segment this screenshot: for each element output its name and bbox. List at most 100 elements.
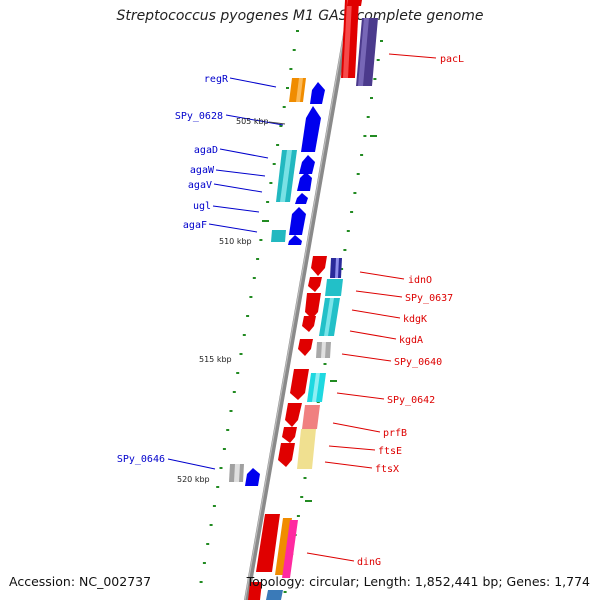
gene-top-edge [347, 0, 362, 6]
coordinate-dot [346, 230, 350, 232]
coordinate-dot [366, 116, 370, 118]
coordinate-dot [356, 173, 360, 175]
coordinate-dot [380, 40, 383, 42]
coordinate-dot [300, 496, 304, 498]
gene-SPy_0646-feature[interactable] [229, 464, 260, 486]
gene-agaV-feature[interactable] [295, 193, 308, 204]
gene-label-SPy_0637[interactable]: SPy_0637 [405, 293, 453, 304]
coordinate-dot [199, 581, 203, 583]
gene-label-kdgK[interactable]: kdgK [403, 314, 427, 325]
gene-kdgK-feature[interactable] [305, 293, 340, 336]
gene-label-ugl[interactable]: ugl [193, 201, 211, 212]
coordinate-dot [249, 296, 253, 298]
gene-label-dinG[interactable]: dinG [357, 557, 381, 568]
gene-label-SPy_0628[interactable]: SPy_0628 [175, 111, 223, 122]
gene-dinG-feature[interactable] [256, 514, 298, 578]
gene-ugl-feature[interactable] [289, 207, 306, 235]
gene-agaW-feature[interactable] [297, 172, 312, 191]
gene-pacL-feature[interactable] [341, 0, 359, 78]
gene-pacL-orthologue[interactable] [356, 18, 378, 86]
coordinate-dot [246, 315, 250, 317]
coordinate-dot [286, 87, 289, 89]
coordinate-dot [202, 562, 206, 564]
coordinate-dot [219, 467, 223, 469]
accession-text: Accession: NC_002737 [9, 574, 152, 589]
gene-SPy_0637-feature[interactable] [308, 277, 343, 296]
coordinate-dash [262, 220, 269, 222]
coordinate-dot [222, 448, 226, 450]
gene-bottom-edge-blue [266, 590, 283, 600]
coordinate-dot [259, 239, 263, 241]
coordinate-dot [373, 78, 377, 80]
gene-SPy_0628-feature[interactable] [301, 106, 321, 152]
gene-label-agaV[interactable]: agaV [188, 180, 212, 191]
coordinate-dot [363, 135, 367, 137]
coordinate-dot [283, 591, 287, 593]
coordinate-dot [232, 391, 236, 393]
topology-text: Topology: circular; Length: 1,852,441 bp… [246, 574, 590, 589]
coordinate-dot [269, 182, 273, 184]
coordinate-dot [343, 249, 347, 251]
coordinate-dot [360, 154, 364, 156]
coordinate-dot [266, 201, 270, 203]
coordinate-dot [353, 192, 357, 194]
scale-tick-505: 505 kbp [236, 117, 269, 126]
gene-label-kgdA[interactable]: kgdA [399, 335, 423, 346]
coordinate-dot [296, 515, 300, 517]
coordinate-dot [256, 258, 260, 260]
gene-label-SPy_0642[interactable]: SPy_0642 [387, 395, 435, 406]
gene-label-regR[interactable]: regR [204, 74, 229, 85]
gene-label-SPy_0640[interactable]: SPy_0640 [394, 357, 442, 368]
coordinate-dot [282, 106, 286, 108]
coordinate-dot [292, 49, 296, 51]
reverse-leader-lines [167, 77, 284, 470]
gene-label-agaW[interactable]: agaW [190, 165, 215, 176]
coordinate-dot [279, 125, 283, 127]
coordinate-dot [229, 410, 233, 412]
coordinate-dot [209, 524, 213, 526]
gene-ftsX-feature[interactable] [278, 443, 295, 467]
gene-label-ftsX[interactable]: ftsX [375, 464, 399, 475]
gene-kgdA-feature[interactable] [302, 316, 316, 332]
coordinate-dash [330, 380, 337, 382]
coordinate-dot [272, 163, 276, 165]
coordinate-dot [303, 477, 307, 479]
coordinate-dot [252, 277, 256, 279]
scale-tick-515: 515 kbp [199, 355, 232, 364]
gene-label-agaF[interactable]: agaF [183, 220, 207, 231]
gene-agaF-feature[interactable] [271, 230, 302, 245]
scale-tick-mark-505 [268, 121, 286, 125]
coordinate-dot [206, 543, 210, 545]
gene-SPy_0642-feature[interactable] [290, 369, 326, 402]
gene-prfB-feature[interactable] [285, 403, 320, 429]
gene-label-pacL[interactable]: pacL [440, 54, 464, 65]
genome-backbone [243, 0, 355, 600]
coordinate-dot [350, 211, 354, 213]
coordinate-dot [212, 505, 216, 507]
coordinate-dot [276, 144, 280, 146]
coordinate-dot [340, 268, 344, 270]
gene-agaD-feature[interactable] [276, 150, 315, 202]
map-title: Streptococcus pyogenes M1 GAS, complete … [116, 8, 484, 24]
coordinate-dot [370, 97, 373, 99]
coordinate-dash [370, 135, 377, 137]
coordinate-dot [236, 372, 240, 374]
gene-ftsE-feature[interactable] [282, 427, 316, 469]
gene-label-ftsE[interactable]: ftsE [378, 446, 402, 457]
coordinate-dot [296, 30, 299, 32]
gene-SPy_0640-feature[interactable] [298, 339, 331, 358]
gene-label-SPy_0646[interactable]: SPy_0646 [117, 454, 165, 465]
gene-label-agaD[interactable]: agaD [194, 145, 218, 156]
coordinate-dot [239, 353, 243, 355]
gene-idnO-feature[interactable] [311, 256, 342, 278]
gene-regR-feature[interactable] [289, 78, 325, 104]
coordinate-dash [305, 500, 312, 502]
coordinate-dot [289, 68, 293, 70]
gene-label-prfB[interactable]: prfB [383, 428, 407, 439]
coordinate-dot [242, 334, 246, 336]
gene-label-idnO[interactable]: idnO [408, 275, 432, 286]
coordinate-dot [323, 363, 327, 365]
scale-tick-520: 520 kbp [177, 475, 210, 484]
gene-bottom-edge-red [248, 582, 262, 600]
